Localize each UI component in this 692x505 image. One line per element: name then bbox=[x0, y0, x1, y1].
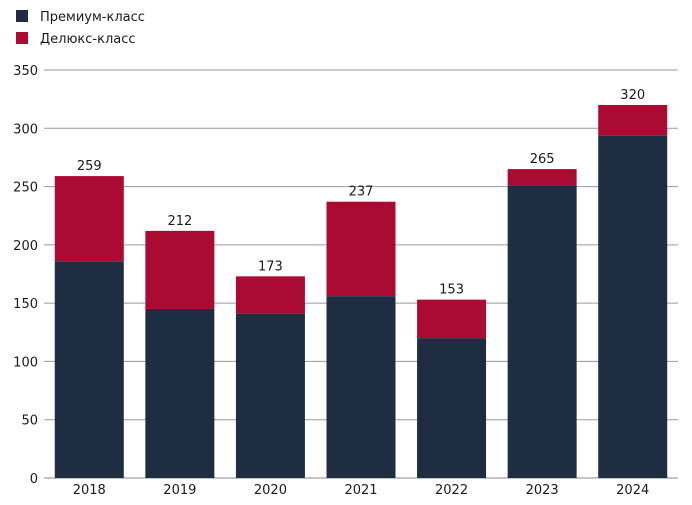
total-label-2018: 259 bbox=[77, 159, 102, 174]
x-tick-label-2019: 2019 bbox=[163, 483, 196, 498]
y-tick-label-200: 200 bbox=[13, 239, 38, 254]
bar-2021-series-0 bbox=[326, 296, 396, 478]
total-label-2019: 212 bbox=[167, 214, 192, 229]
bar-2021-series-1 bbox=[326, 201, 396, 297]
legend-swatch-1 bbox=[16, 32, 28, 44]
x-tick-label-2024: 2024 bbox=[616, 483, 649, 498]
y-tick-label-50: 50 bbox=[21, 414, 38, 429]
x-tick-label-2020: 2020 bbox=[254, 483, 287, 498]
bars: 259 212 173 237 153 265 320 bbox=[54, 88, 668, 479]
x-tick-label-2023: 2023 bbox=[526, 483, 559, 498]
y-tick-label-350: 350 bbox=[13, 64, 38, 79]
bar-2018-series-0 bbox=[54, 261, 124, 478]
bar-2023-series-0 bbox=[507, 185, 577, 479]
x-axis: 2018 2019 2020 2021 2022 2023 2024 bbox=[73, 483, 650, 498]
bar-2020-series-1 bbox=[235, 276, 305, 314]
bar-2023-series-1 bbox=[507, 169, 577, 186]
legend: Премиум-класс Делюкс-класс bbox=[16, 10, 145, 47]
bar-2022-series-1 bbox=[417, 299, 487, 339]
y-tick-label-250: 250 bbox=[13, 181, 38, 196]
bar-2024-series-0 bbox=[598, 135, 668, 478]
bar-2022-series-0 bbox=[417, 338, 487, 478]
y-tick-label-150: 150 bbox=[13, 297, 38, 312]
bar-2018-series-1 bbox=[54, 176, 124, 262]
total-label-2023: 265 bbox=[530, 152, 555, 167]
bar-2019-series-0 bbox=[145, 308, 215, 478]
x-tick-label-2018: 2018 bbox=[73, 483, 106, 498]
total-label-2021: 237 bbox=[349, 185, 374, 200]
legend-label-0: Премиум-класс bbox=[40, 10, 145, 25]
bar-2020-series-0 bbox=[235, 313, 305, 478]
x-tick-label-2021: 2021 bbox=[344, 483, 377, 498]
legend-label-1: Делюкс-класс bbox=[40, 32, 136, 47]
total-label-2024: 320 bbox=[620, 88, 645, 103]
y-tick-label-300: 300 bbox=[13, 122, 38, 137]
y-tick-label-100: 100 bbox=[13, 355, 38, 370]
y-tick-label-0: 0 bbox=[30, 472, 38, 487]
x-tick-label-2022: 2022 bbox=[435, 483, 468, 498]
total-label-2020: 173 bbox=[258, 259, 283, 274]
bar-2024-series-1 bbox=[598, 104, 668, 136]
bar-2019-series-1 bbox=[145, 230, 215, 309]
total-label-2022: 153 bbox=[439, 283, 464, 298]
legend-swatch-0 bbox=[16, 10, 28, 22]
y-axis: 0 50 100 150 200 250 300 350 bbox=[13, 64, 38, 487]
